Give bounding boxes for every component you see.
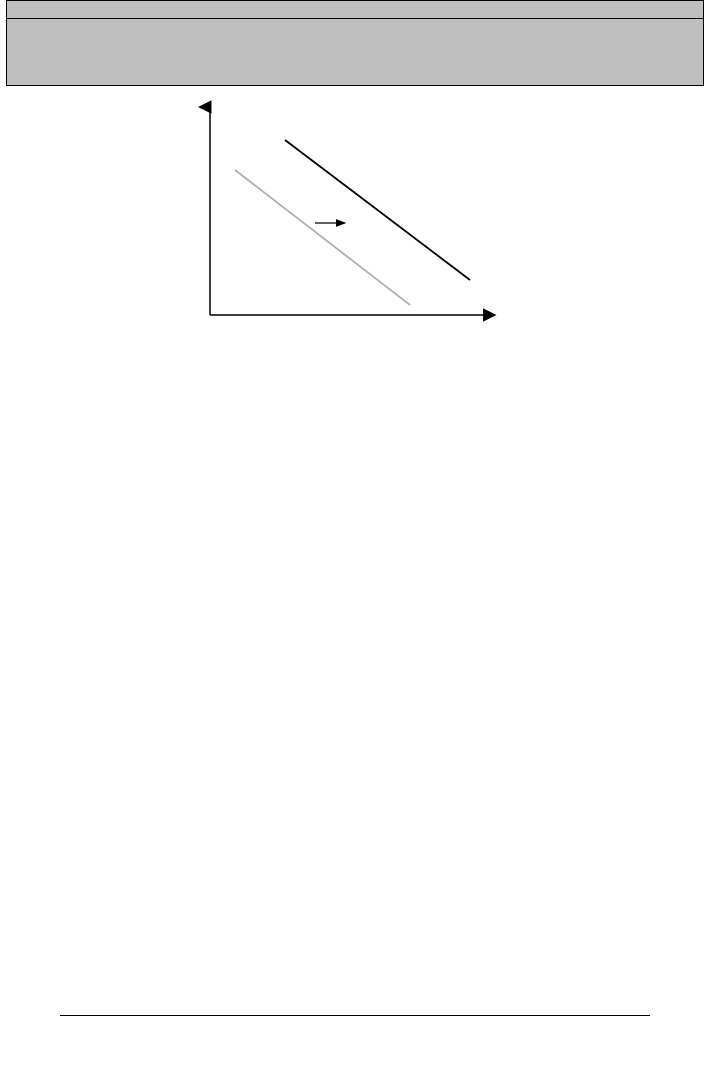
shifted-line (285, 140, 470, 280)
demand-shift-chart (180, 95, 520, 335)
original-line (235, 170, 410, 305)
chart-svg (180, 95, 520, 335)
header-main-bar (6, 18, 704, 86)
header-top-bar (6, 0, 704, 18)
header-container (6, 0, 704, 86)
footer-divider (60, 1015, 650, 1016)
